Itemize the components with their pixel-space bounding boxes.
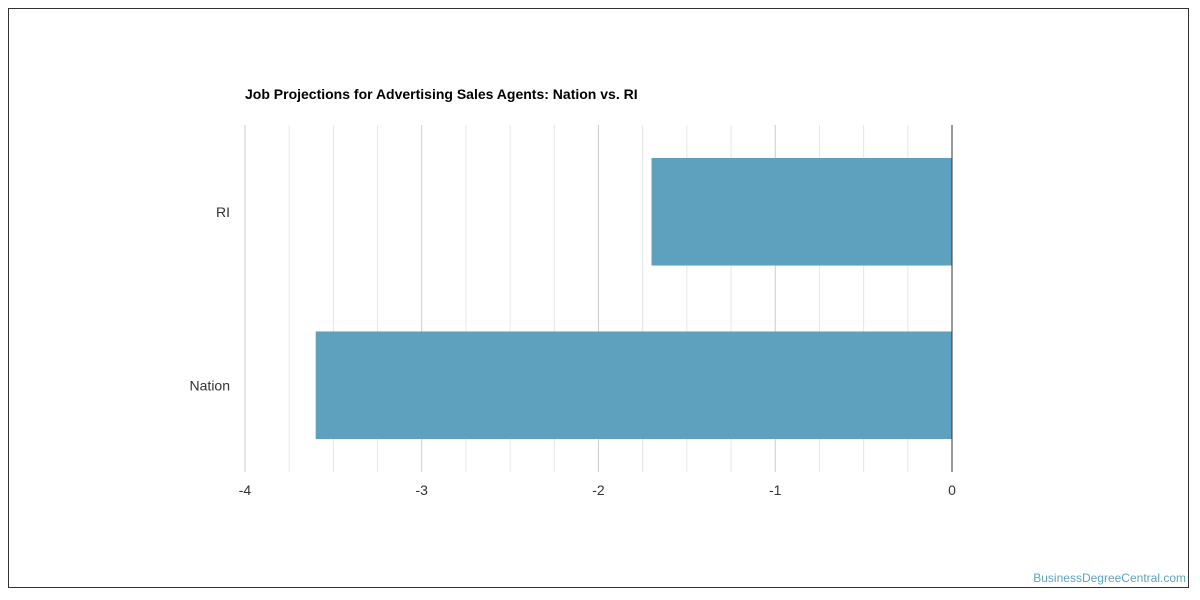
x-tick-label: -3: [416, 482, 429, 498]
watermark: BusinessDegreeCentral.com: [1033, 571, 1186, 585]
x-tick-label: 0: [948, 482, 956, 498]
x-tick-label: -1: [769, 482, 782, 498]
y-tick-label: RI: [216, 204, 230, 220]
bar-nation: [315, 331, 952, 440]
chart-title: Job Projections for Advertising Sales Ag…: [245, 86, 638, 102]
bar-ri: [651, 157, 952, 266]
y-tick-label: Nation: [190, 377, 230, 393]
x-tick-label: -4: [239, 482, 252, 498]
x-tick-label: -2: [592, 482, 605, 498]
